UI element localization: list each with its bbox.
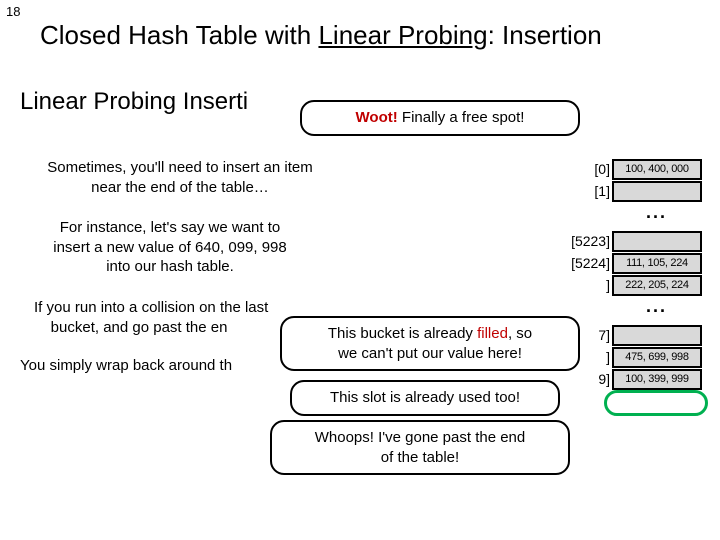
para-1-line1: Sometimes, you'll need to insert an item [47,159,313,176]
callout-filled-c: , so [508,325,532,342]
callout-whoops-a: Whoops! I've gone past the end [315,429,526,446]
table-index: 7] [560,327,610,343]
table-index: [5224] [560,255,610,271]
callout-used: This slot is already used too! [290,380,560,416]
table-row: [1] [560,180,702,202]
callout-whoops: Whoops! I've gone past the end of the ta… [270,420,570,475]
table-index: [5223] [560,233,610,249]
table-index: 9] [560,371,610,387]
para-4: You simply wrap back around th [20,356,310,376]
hash-table: [0] 100, 400, 000 [1] ... [5223] [5224] … [560,158,702,390]
table-cell: 100, 400, 000 [612,159,702,180]
table-row: ] 475, 699, 998 [560,346,702,368]
para-2-line1: For instance, let's say we want to [60,219,280,236]
table-index: ] [560,277,610,293]
para-2: For instance, let's say we want to inser… [30,218,310,277]
callout-woot: Woot! Finally a free spot! [300,100,580,136]
para-2-line3: into our hash table. [106,258,234,275]
callout-whoops-b: of the table! [381,449,459,466]
table-row: 9] 100, 399, 999 [560,368,702,390]
subtitle: Linear Probing Inserti [20,88,248,116]
table-row: [5223] [560,230,702,252]
title-underlined: Linear Probing [318,20,487,50]
para-3-line2: bucket, and go past the en [51,319,228,336]
table-cell [612,325,702,346]
table-row: 7] [560,324,702,346]
callout-filled-d: we can't put our value here! [338,345,522,362]
para-1: Sometimes, you'll need to insert an item… [20,158,340,197]
table-cell: 111, 105, 224 [612,253,702,274]
table-index: [0] [560,161,610,177]
callout-woot-text: Finally a free spot! [398,109,525,126]
table-cell [612,231,702,252]
table-row: [5224] 111, 105, 224 [560,252,702,274]
callout-woot-hl: Woot! [356,109,398,126]
para-1-line2: near the end of the table… [91,179,269,196]
callout-filled-b: filled [477,325,508,342]
callout-used-text: This slot is already used too! [330,389,520,406]
para-3-line1: If you run into a collision on the last [34,299,268,316]
para-2-line2: insert a new value of 640, 099, 998 [53,239,287,256]
table-ellipsis: ... [560,296,702,324]
table-cell: 100, 399, 999 [612,369,702,390]
page-title: Closed Hash Table with Linear Probing: I… [40,20,602,51]
callout-filled: This bucket is already filled, so we can… [280,316,580,371]
table-index: ] [560,349,610,365]
table-index: [1] [560,183,610,199]
table-row: [0] 100, 400, 000 [560,158,702,180]
slide-number: 18 [6,4,20,19]
highlight-oval [604,390,708,416]
callout-filled-a: This bucket is already [328,325,477,342]
table-cell: 222, 205, 224 [612,275,702,296]
table-cell [612,181,702,202]
title-part1: Closed Hash Table with [40,20,318,50]
title-part2: : Insertion [488,20,602,50]
table-cell: 475, 699, 998 [612,347,702,368]
para-4-line1: You simply wrap back around th [20,357,232,374]
table-row: ] 222, 205, 224 [560,274,702,296]
table-ellipsis: ... [560,202,702,230]
